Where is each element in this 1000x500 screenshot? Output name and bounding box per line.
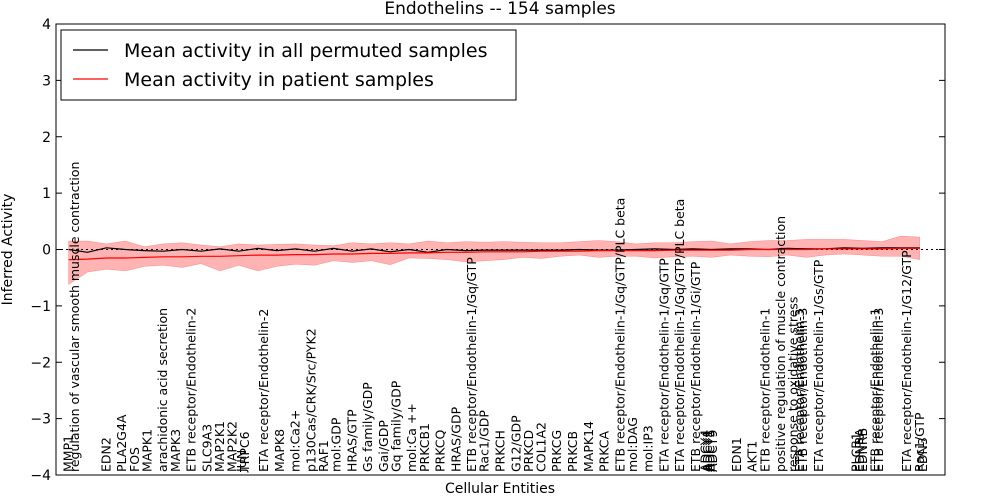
entity-label: HRAS/GDP (448, 406, 463, 472)
x-axis-title: Cellular Entities (445, 481, 555, 497)
entity-label: HRAS/GTP (344, 409, 359, 472)
entity-label: TRPC6 (237, 431, 252, 473)
entity-label: MAP2K2 (225, 421, 240, 472)
entity-label: ETA receptor/Endothelin-1/Gq/GTP/PLC bet… (672, 199, 687, 472)
entity-label: ETA receptor/Endothelin-1/Gq/GTP (656, 258, 671, 472)
entity-label: G12/GDP (508, 415, 523, 472)
entity-label: p130Cas/CRK/Src/PYK2 (303, 328, 318, 472)
y-tick-label: −4 (30, 468, 51, 484)
entity-label: ETB receptor/Endothelin-1 (757, 308, 772, 472)
entity-label: ADCY5 (703, 430, 718, 472)
entity-label: ETB receptor/Endothelin-1/Gi/GTP (688, 261, 703, 472)
entity-label: EDN1 (729, 437, 744, 472)
entity-label: PLCB1 (849, 432, 864, 472)
entity-label: MAPK8 (272, 429, 287, 472)
entity-label: mol:GDP (329, 417, 344, 472)
confidence-band-layer (68, 235, 921, 285)
entity-label: arachidonic acid secretion (155, 308, 170, 472)
entity-label: ETB receptor/Endothelin-1 (868, 308, 883, 472)
entity-label: RAF1 (316, 440, 331, 472)
entity-label: ETA receptor/Endothelin-2 (256, 309, 271, 472)
entity-label: mol:IP3 (641, 425, 656, 472)
entity-label: FOS (127, 447, 142, 472)
entity-label: AKT1 (745, 441, 760, 472)
y-tick-label: 2 (42, 130, 51, 146)
legend-label-patient: Mean activity in patient samples (124, 69, 434, 91)
entity-label: PRKCB1 (417, 423, 432, 472)
legend: Mean activity in all permuted samples Me… (60, 29, 517, 101)
entity-label: Gq family/GDP (389, 380, 404, 472)
patient-mean-line (68, 247, 920, 261)
entity-label: ETB receptor/Endothelin-3 (871, 308, 886, 472)
entity-label: ADCY1 (700, 430, 715, 472)
y-tick-label: 0 (42, 243, 51, 259)
y-tick-label: 4 (42, 17, 51, 33)
y-axis-ticks: −4 −3 −2 −1 0 1 2 3 4 (30, 17, 945, 484)
entity-label: COL1A2 (534, 422, 549, 472)
entity-label: EDN3 (915, 437, 930, 472)
entity-label: Rac1/GDP (477, 410, 492, 472)
entity-label: PRKCG (549, 430, 564, 472)
y-tick-label: −3 (30, 412, 51, 428)
entity-label: Gai/GDP (376, 420, 391, 472)
patient-activity-band (68, 235, 921, 285)
entity-label: MMP1 (61, 435, 76, 472)
entity-label: mol:Ca2+ (288, 410, 303, 472)
entity-label: mol:Ca ++ (404, 403, 419, 472)
entity-label: PLA2G4A (114, 414, 129, 472)
y-tick-label: −1 (30, 299, 51, 315)
entity-label: PRKCA (597, 431, 612, 472)
entity-label: mol:DAG (625, 417, 640, 472)
entity-label: regulation of vascular smooth muscle con… (67, 162, 82, 472)
y-tick-label: 1 (42, 186, 51, 202)
legend-label-permuted: Mean activity in all permuted samples (124, 40, 487, 62)
entity-label: ETB receptor/Endothelin-3 (795, 308, 810, 472)
entity-label: EDNRB (855, 428, 870, 472)
entity-label: ETB receptor/Endothelin-1/Gq/GTP/PLC bet… (612, 198, 627, 472)
entity-label: MAP2K1 (212, 421, 227, 472)
entity-label: EDNRA (852, 428, 867, 472)
entity-label: ETB receptor/Endothelin-2 (184, 308, 199, 472)
entity-label: ETA receptor/Endothelin-3 (792, 309, 807, 472)
y-tick-label: −2 (30, 355, 51, 371)
entity-label: ETB receptor/Endothelin-1/Gq/GTP (464, 257, 479, 472)
entity-label: PRKCB (565, 431, 580, 472)
entity-label: EDN2 (98, 437, 113, 472)
entity-label: MAPK14 (581, 421, 596, 472)
entity-label: PRKCQ (433, 430, 448, 472)
entity-label: MAPK1 (139, 429, 154, 472)
entity-label: PRKCD (521, 430, 536, 472)
entity-label: JUN (234, 450, 249, 473)
entity-label: ETA receptor/Endothelin-1/G12/GTP (899, 250, 914, 472)
legend-frame (60, 29, 517, 101)
entity-label: ETA receptor/Endothelin-1/Gs/GTP (811, 259, 826, 472)
entity-label: Gs family/GDP (360, 382, 375, 472)
chart-title: Endothelins -- 154 samples (384, 0, 615, 19)
entity-label: ADCY4 (697, 430, 712, 472)
entity-label: positive regulation of muscle contractio… (773, 216, 788, 472)
entity-label: PRKCH (493, 430, 508, 472)
entity-label: MAPK3 (168, 429, 183, 472)
series-layer (68, 247, 920, 261)
entity-label: ADCY9 (705, 430, 720, 472)
entity-label: Rac1/GTP (912, 412, 927, 472)
entity-label: SLC9A3 (199, 424, 214, 472)
entity-label: response to oxidative stress (786, 297, 801, 472)
y-tick-label: 3 (42, 73, 51, 89)
y-axis-title: Inferred Activity (0, 194, 16, 306)
